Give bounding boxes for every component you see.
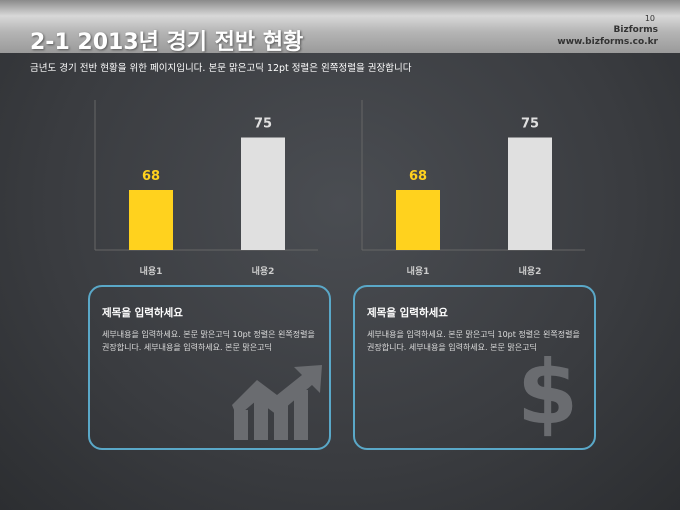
card-title: 제목을 입력하세요 <box>102 307 183 319</box>
data-label: 75 <box>521 117 539 132</box>
subtitle: 금년도 경기 전반 현황을 위한 페이지입니다. 본문 맑은고딕 12pt 정렬… <box>30 63 412 74</box>
bar-1 <box>396 190 440 250</box>
page-title: 2-1 2013년 경기 전반 현황 <box>30 30 304 55</box>
category-label: 내용1 <box>407 265 430 277</box>
data-label: 68 <box>409 169 427 184</box>
bar-charts: 68 내용1 75 내용2 68 내용1 75 내용2 <box>94 100 585 277</box>
bar-1 <box>129 190 173 250</box>
card-body: 세부내용을 입력하세요. 본문 맑은고딕 10pt 정렬은 왼쪽정렬을 권장합니… <box>367 330 580 352</box>
info-card-1: 제목을 입력하세요 세부내용을 입력하세요. 본문 맑은고딕 10pt 정렬은 … <box>88 285 331 450</box>
category-label: 내용1 <box>140 265 163 277</box>
header-banner: 2-1 2013년 경기 전반 현황 10 Bizforms www.bizfo… <box>0 0 680 55</box>
brand: Bizforms www.bizforms.co.kr <box>557 24 658 48</box>
card-title: 제목을 입력하세요 <box>367 307 448 319</box>
category-label: 내용2 <box>252 265 275 277</box>
bar-2 <box>241 137 285 250</box>
dollar-icon: $ <box>517 341 579 444</box>
card-body: 세부내용을 입력하세요. 본문 맑은고딕 10pt 정렬은 왼쪽정렬을 권장합니… <box>102 330 315 352</box>
brand-url: www.bizforms.co.kr <box>557 37 658 47</box>
data-label: 75 <box>254 117 272 132</box>
growth-chart-icon <box>232 365 322 440</box>
data-label: 68 <box>142 169 160 184</box>
brand-name: Bizforms <box>613 25 658 35</box>
info-card-2: 제목을 입력하세요 세부내용을 입력하세요. 본문 맑은고딕 10pt 정렬은 … <box>353 285 596 450</box>
category-label: 내용2 <box>519 265 542 277</box>
page-number: 10 <box>644 14 655 23</box>
bar-2 <box>508 137 552 250</box>
